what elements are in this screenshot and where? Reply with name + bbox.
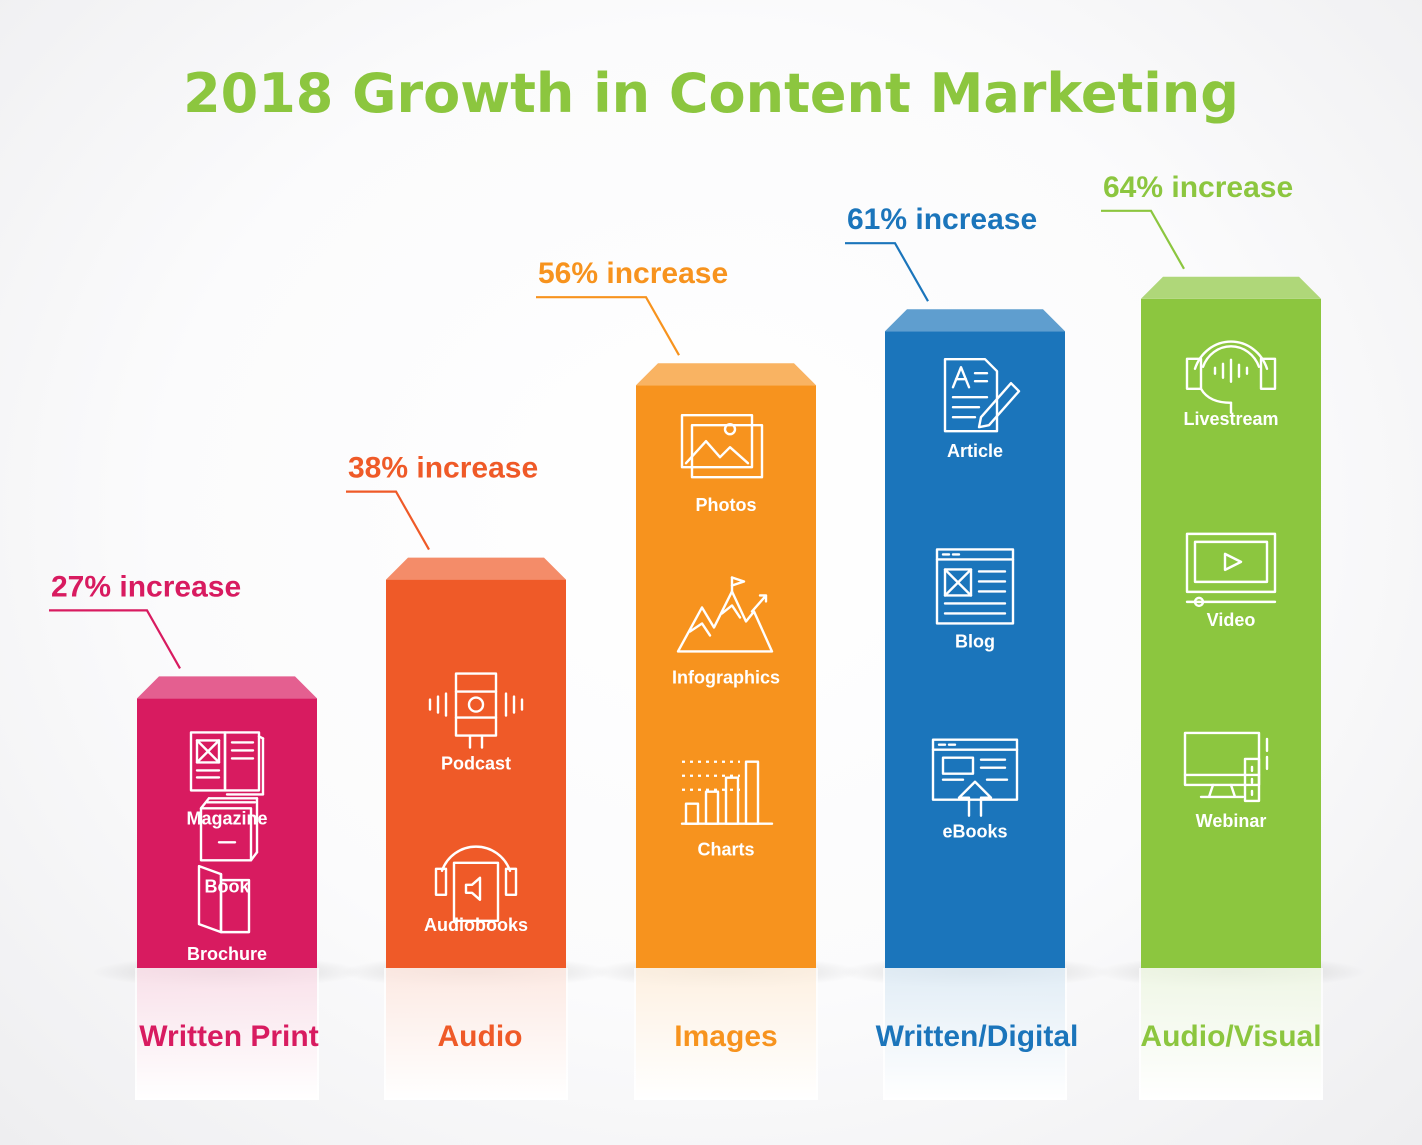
headphones-icon [1185,340,1277,414]
reflection-fade [1139,968,1323,1100]
item-label: Livestream [1183,409,1278,429]
data-label: 27% increase [51,570,241,603]
category-label: Audio/Visual [1140,1020,1321,1053]
bar-top [1141,276,1321,299]
photos-icon [680,414,764,479]
data-label: 64% increase [1103,171,1293,204]
item-label: Article [947,441,1003,461]
callout-leader [845,242,929,302]
bar-body [636,385,816,968]
book-icon [199,797,259,862]
reflection-fade [883,968,1067,1100]
magazine-icon [189,731,265,796]
data-label: 56% increase [538,257,728,290]
category-label: Written Print [139,1020,318,1053]
item-label: Infographics [672,667,780,687]
reflection-fade [384,968,568,1100]
monitor-remote-icon [1183,731,1269,803]
item-label: Photos [696,495,757,515]
item-label: Audiobooks [424,915,528,935]
bar-top [885,309,1065,332]
article-pen-icon [943,358,1021,433]
item-label: Podcast [441,754,511,774]
mountain-flag-icon [676,576,774,653]
bar-top [386,557,566,580]
chart-title: 2018 Growth in Content Marketing [183,62,1239,125]
callout-leader [346,490,430,551]
brochure-icon [197,864,251,934]
callout-leader [49,609,181,669]
bar-audio [386,557,566,968]
reflection-fade [135,968,319,1100]
reflection-fade [634,968,818,1100]
bar-body [885,331,1065,968]
item-label: Brochure [187,944,267,964]
bar-chart-icon [680,760,774,825]
bar-written-print [137,676,317,968]
bar-top [137,676,317,699]
bar-body [386,579,566,968]
bar-body [137,698,317,968]
item-label: eBooks [942,822,1007,842]
ebook-download-icon [931,738,1019,817]
microphone-icon [428,672,524,749]
item-label: Video [1207,610,1256,630]
callout-leader [536,296,680,356]
category-label: Images [674,1020,777,1053]
bar-body [1141,298,1321,968]
bar-written-digital [885,309,1065,968]
item-label: Magazine [186,808,267,828]
callout-leader [1101,209,1185,270]
bar-top [636,363,816,386]
item-label: Blog [955,631,995,651]
blog-page-icon [935,548,1015,625]
video-player-icon [1185,532,1277,608]
bar-images [636,363,816,968]
category-label: Audio [438,1020,523,1053]
audiobook-headphones-icon [434,845,518,922]
data-label: 61% increase [847,203,1037,236]
data-label: 38% increase [348,452,538,485]
item-label: Webinar [1196,811,1267,831]
category-label: Written/Digital [876,1020,1079,1053]
item-label: Charts [697,840,754,860]
